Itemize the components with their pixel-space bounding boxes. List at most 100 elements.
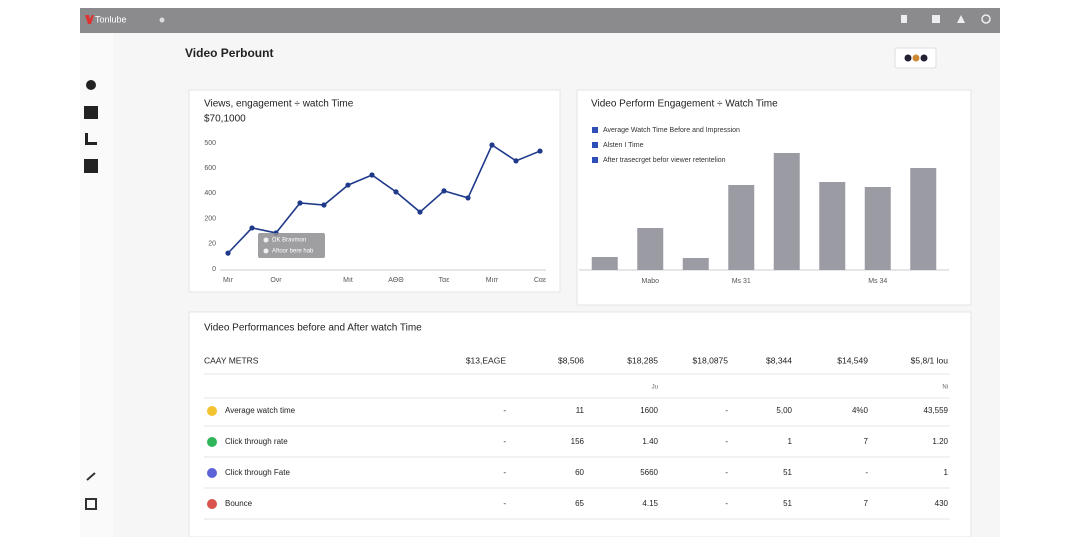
tooltip-dot bbox=[263, 248, 269, 254]
nav-folder[interactable] bbox=[85, 133, 97, 145]
chart-title: Views, engagement ÷ watch Time bbox=[204, 99, 354, 110]
legend-swatch bbox=[592, 142, 598, 148]
bar bbox=[682, 258, 709, 270]
x-tick-label: Ms 34 bbox=[868, 278, 887, 285]
cell: 5,00 bbox=[776, 406, 792, 415]
cell: - bbox=[503, 406, 506, 415]
cell: - bbox=[503, 437, 506, 446]
table-title: Video Performances before and After watc… bbox=[204, 323, 422, 334]
top-bar bbox=[80, 8, 1000, 33]
table-card bbox=[188, 311, 972, 537]
y-tick-label: 400 bbox=[204, 190, 216, 197]
nav-settings[interactable] bbox=[86, 80, 96, 90]
settings-icon[interactable] bbox=[981, 14, 991, 24]
tooltip-dot bbox=[263, 237, 269, 243]
point bbox=[489, 142, 495, 148]
cell: 1.40 bbox=[642, 437, 658, 446]
x-tick-label: Mıt bbox=[343, 277, 353, 284]
cell: 1.20 bbox=[932, 437, 948, 446]
page-title: Video Perbount bbox=[185, 46, 273, 60]
cell: - bbox=[725, 499, 728, 508]
cell: 60 bbox=[575, 468, 584, 477]
cell: 65 bbox=[575, 499, 584, 508]
tooltip-text: Aftoor bere hab bbox=[272, 249, 314, 255]
point bbox=[321, 202, 327, 208]
x-tick-label: Mabo bbox=[641, 278, 659, 285]
point bbox=[393, 189, 399, 195]
point bbox=[513, 158, 519, 164]
cell: - bbox=[503, 499, 506, 508]
chart-subtitle: $70,1000 bbox=[204, 114, 246, 125]
cell: 156 bbox=[571, 437, 585, 446]
cell: 43,559 bbox=[924, 406, 949, 415]
bar bbox=[728, 185, 755, 270]
cell: 4%0 bbox=[852, 406, 869, 415]
column-header: $8,506 bbox=[558, 355, 584, 365]
row-icon bbox=[207, 406, 217, 416]
column-header: $13,EAGE bbox=[466, 355, 506, 365]
cell: 51 bbox=[783, 499, 792, 508]
point bbox=[345, 182, 351, 188]
bar bbox=[637, 228, 664, 270]
avatar bbox=[904, 54, 912, 62]
x-tick-label: ΑΘΘ bbox=[388, 277, 404, 284]
point bbox=[249, 225, 255, 231]
column-header: $5,8/1 lou bbox=[911, 355, 949, 365]
y-tick-label: 600 bbox=[204, 165, 216, 172]
cell: - bbox=[725, 437, 728, 446]
bar bbox=[819, 182, 846, 270]
nav-pause[interactable] bbox=[84, 159, 98, 173]
x-tick-label: Cαε bbox=[534, 277, 546, 284]
row-label: Bounce bbox=[225, 499, 253, 508]
legend-label: Average Watch Time Before and Impression bbox=[603, 127, 740, 134]
point bbox=[297, 200, 303, 206]
row-icon bbox=[207, 468, 217, 478]
cell: 7 bbox=[864, 437, 869, 446]
cell: 7 bbox=[864, 499, 869, 508]
avatar bbox=[912, 54, 920, 62]
column-header: $8,344 bbox=[766, 355, 792, 365]
nav-chart[interactable] bbox=[84, 106, 98, 119]
point bbox=[441, 188, 447, 194]
x-tick-label: Mırr bbox=[486, 277, 499, 284]
cell: 5660 bbox=[640, 468, 658, 477]
legend-label: Alsten I Time bbox=[603, 142, 644, 149]
point bbox=[225, 250, 231, 256]
cell: 1600 bbox=[640, 406, 658, 415]
avatar bbox=[920, 54, 928, 62]
row-label: Average watch time bbox=[225, 406, 296, 415]
y-tick-label: 500 bbox=[204, 140, 216, 147]
legend-swatch bbox=[592, 157, 598, 163]
row-label: Click through rate bbox=[225, 437, 288, 446]
x-tick-label: Ονr bbox=[270, 277, 282, 284]
bar bbox=[864, 187, 891, 270]
nav-edit[interactable] bbox=[86, 472, 96, 481]
line-series bbox=[227, 143, 541, 254]
cell: - bbox=[503, 468, 506, 477]
bar bbox=[773, 153, 800, 270]
cell: 1 bbox=[788, 437, 793, 446]
legend-label: After trasecrget befor viewer retentelio… bbox=[603, 157, 726, 164]
column-header: $18,285 bbox=[627, 355, 658, 365]
cell: 1 bbox=[944, 468, 949, 477]
alert-icon[interactable] bbox=[957, 15, 965, 23]
logo-icon bbox=[85, 15, 94, 24]
nav-grid[interactable] bbox=[85, 498, 97, 510]
cell: - bbox=[725, 468, 728, 477]
column-header: CAAY METRS bbox=[204, 355, 259, 365]
column-header: $14,549 bbox=[837, 355, 868, 365]
box-icon[interactable] bbox=[932, 15, 940, 23]
menu-icon[interactable] bbox=[159, 17, 165, 23]
x-tick-label: Mır bbox=[223, 277, 234, 284]
point bbox=[465, 195, 471, 201]
bar bbox=[591, 257, 618, 270]
user-icon[interactable] bbox=[901, 15, 907, 23]
chart-title: Video Perform Engagement ÷ Watch Time bbox=[591, 99, 778, 110]
point bbox=[537, 148, 543, 154]
cell: - bbox=[865, 468, 868, 477]
unit-label: Ju bbox=[652, 385, 658, 391]
row-icon bbox=[207, 437, 217, 447]
point bbox=[417, 209, 423, 215]
tooltip bbox=[258, 233, 325, 258]
